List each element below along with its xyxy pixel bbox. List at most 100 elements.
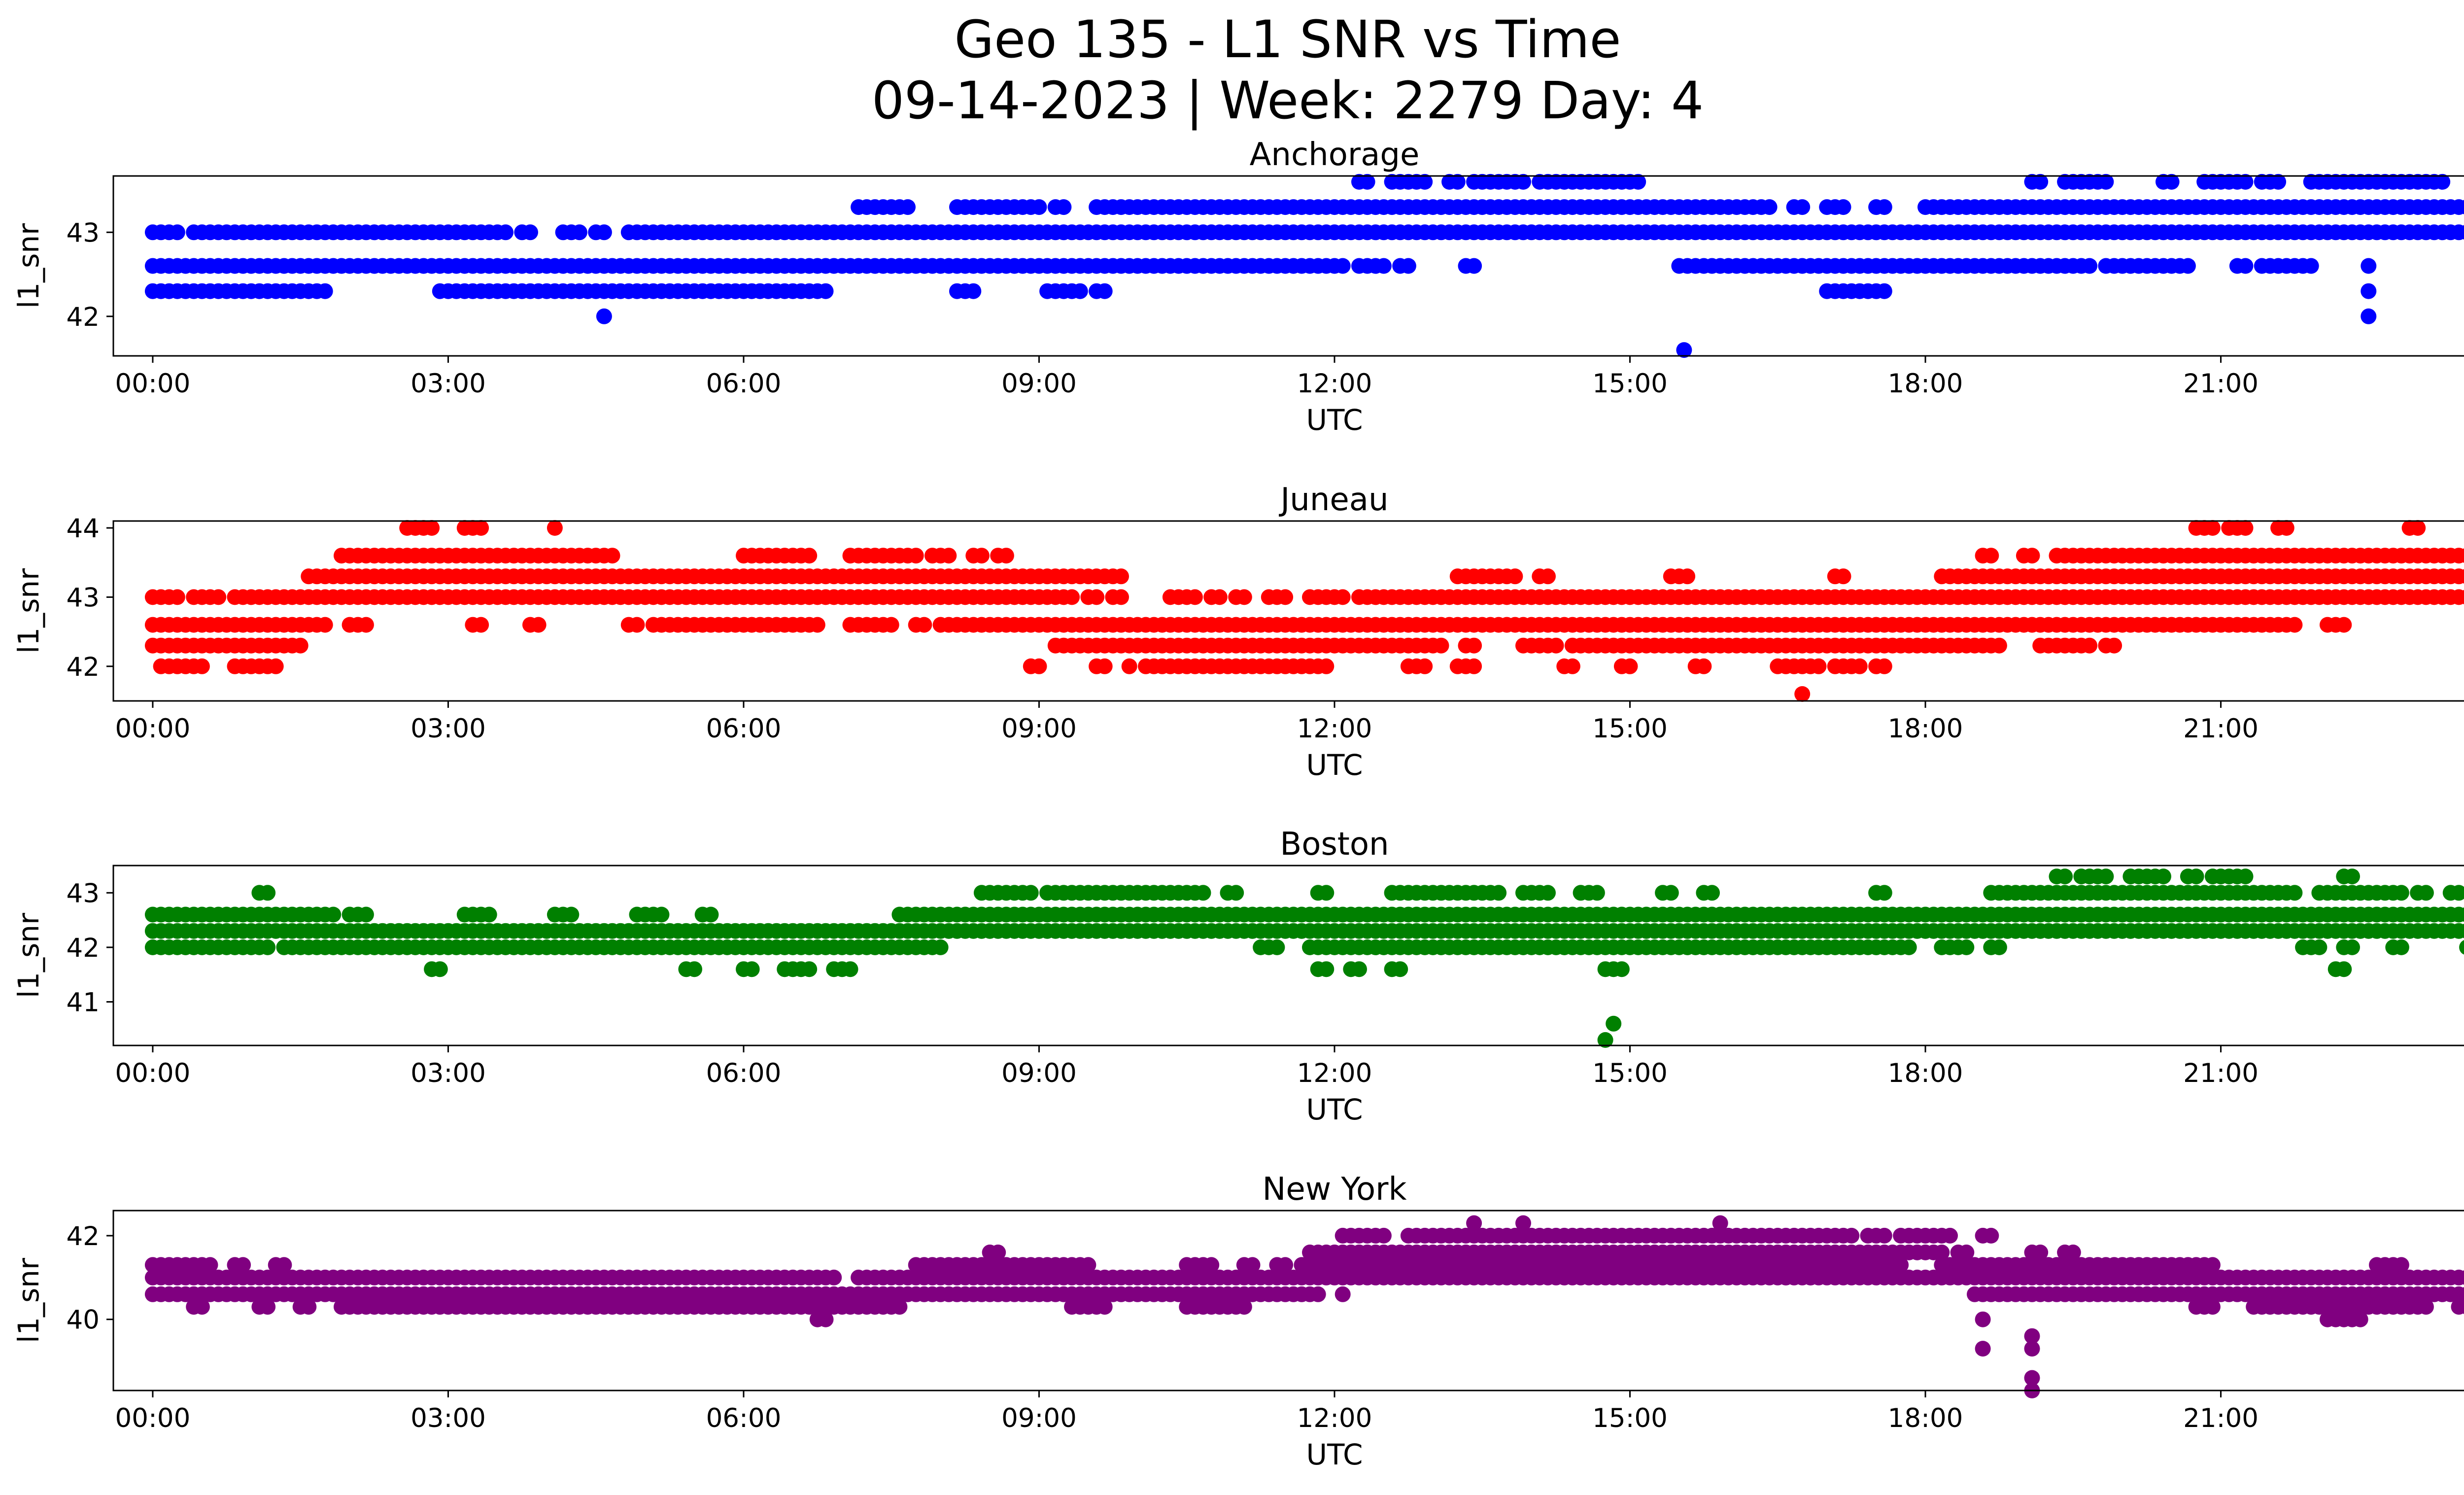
data-point bbox=[2082, 637, 2098, 654]
data-point bbox=[1269, 939, 1285, 955]
data-point bbox=[260, 885, 276, 901]
data-point bbox=[1064, 589, 1080, 605]
x-tick-label: 15:00 bbox=[1592, 1058, 1668, 1088]
y-tick-label: 44 bbox=[67, 514, 100, 544]
data-point bbox=[1893, 1257, 1909, 1273]
data-point bbox=[2418, 1299, 2434, 1315]
data-point bbox=[1392, 961, 1408, 977]
data-point bbox=[2065, 1244, 2081, 1260]
data-point bbox=[1318, 885, 1335, 901]
data-point bbox=[301, 1299, 317, 1315]
x-tick-label: 00:00 bbox=[115, 714, 191, 744]
data-point bbox=[1031, 658, 1047, 674]
data-point bbox=[2459, 1287, 2464, 1302]
data-point bbox=[1023, 885, 1039, 901]
x-tick-label: 12:00 bbox=[1297, 369, 1372, 399]
data-point bbox=[292, 637, 308, 654]
data-point bbox=[2393, 1257, 2409, 1273]
data-point bbox=[2032, 1244, 2049, 1260]
x-tick-label: 06:00 bbox=[706, 1058, 782, 1088]
data-point bbox=[194, 658, 210, 674]
data-point bbox=[2057, 869, 2073, 885]
data-point bbox=[2287, 885, 2303, 901]
x-tick-label: 03:00 bbox=[411, 1403, 486, 1433]
data-point bbox=[1540, 885, 1556, 901]
data-point bbox=[826, 1269, 842, 1286]
data-point bbox=[1835, 568, 1851, 585]
panel-title: Juneau bbox=[1278, 482, 1388, 518]
data-point bbox=[1491, 885, 1507, 901]
data-point bbox=[998, 548, 1014, 564]
data-point bbox=[1466, 258, 1482, 274]
data-point bbox=[424, 520, 440, 536]
data-point bbox=[908, 548, 924, 564]
data-point bbox=[563, 906, 580, 923]
x-axis-label: UTC bbox=[1306, 403, 1363, 437]
data-point bbox=[2237, 174, 2254, 190]
data-point bbox=[2303, 258, 2319, 274]
data-point bbox=[818, 283, 834, 299]
data-point bbox=[1712, 1215, 1728, 1231]
data-point bbox=[498, 224, 513, 241]
x-tick-label: 06:00 bbox=[706, 1403, 782, 1433]
data-point bbox=[1597, 1032, 1613, 1048]
y-axis-label: l1_snr bbox=[12, 1258, 45, 1343]
data-point bbox=[604, 548, 620, 564]
data-point bbox=[1375, 1227, 1392, 1244]
data-point bbox=[2344, 869, 2360, 885]
data-point bbox=[432, 961, 448, 977]
y-tick-label: 43 bbox=[67, 878, 100, 908]
data-point bbox=[1359, 174, 1375, 190]
data-point bbox=[1844, 1227, 1860, 1244]
x-tick-label: 12:00 bbox=[1297, 1403, 1372, 1433]
data-point bbox=[473, 617, 489, 633]
data-point bbox=[1802, 1269, 1818, 1286]
data-point bbox=[965, 283, 982, 299]
data-point bbox=[1056, 199, 1072, 215]
data-point bbox=[1630, 174, 1646, 190]
data-point bbox=[703, 906, 719, 923]
panel-new-york: New York 00:00 03:00 06:00 09:00 12:00 15:00 18… bbox=[12, 1171, 2464, 1471]
data-point bbox=[1901, 939, 1917, 955]
data-point bbox=[596, 308, 612, 324]
figure-subtitle: 09-14-2023 | Week: 2279 Day: 4 bbox=[871, 70, 1704, 131]
data-point bbox=[1663, 885, 1679, 901]
data-point bbox=[1195, 885, 1211, 901]
x-tick-label: 09:00 bbox=[1001, 1403, 1077, 1433]
data-point bbox=[596, 224, 612, 241]
x-tick-label: 09:00 bbox=[1001, 714, 1077, 744]
data-point bbox=[2024, 1370, 2040, 1386]
data-point bbox=[1983, 548, 1999, 564]
data-point bbox=[1851, 658, 1868, 674]
data-point bbox=[1811, 658, 1827, 674]
data-point bbox=[2459, 923, 2464, 939]
data-point bbox=[2180, 258, 2196, 274]
data-point bbox=[744, 961, 760, 977]
data-point bbox=[1761, 199, 1778, 215]
data-point bbox=[2459, 569, 2464, 584]
data-point bbox=[1236, 589, 1252, 605]
data-point bbox=[1449, 174, 1466, 190]
data-point bbox=[2459, 548, 2464, 563]
data-point bbox=[932, 939, 949, 955]
data-point bbox=[1277, 589, 1294, 605]
data-point bbox=[530, 617, 547, 633]
data-point bbox=[1696, 658, 1712, 674]
data-point bbox=[2311, 939, 2327, 955]
data-point bbox=[2204, 1299, 2221, 1315]
data-point bbox=[1375, 258, 1392, 274]
x-tick-label: 21:00 bbox=[2183, 1058, 2259, 1088]
data-point bbox=[1244, 1257, 1261, 1273]
data-point bbox=[473, 520, 489, 536]
data-point bbox=[1228, 885, 1244, 901]
y-axis-label: l1_snr bbox=[12, 223, 45, 309]
x-axis-label: UTC bbox=[1306, 1438, 1363, 1471]
panel-title: Anchorage bbox=[1250, 137, 1420, 173]
data-point bbox=[358, 617, 374, 633]
data-point bbox=[653, 906, 670, 923]
data-point bbox=[2434, 174, 2451, 190]
data-point bbox=[2237, 258, 2254, 274]
y-tick-label: 43 bbox=[67, 218, 100, 248]
data-point bbox=[1676, 342, 1692, 358]
